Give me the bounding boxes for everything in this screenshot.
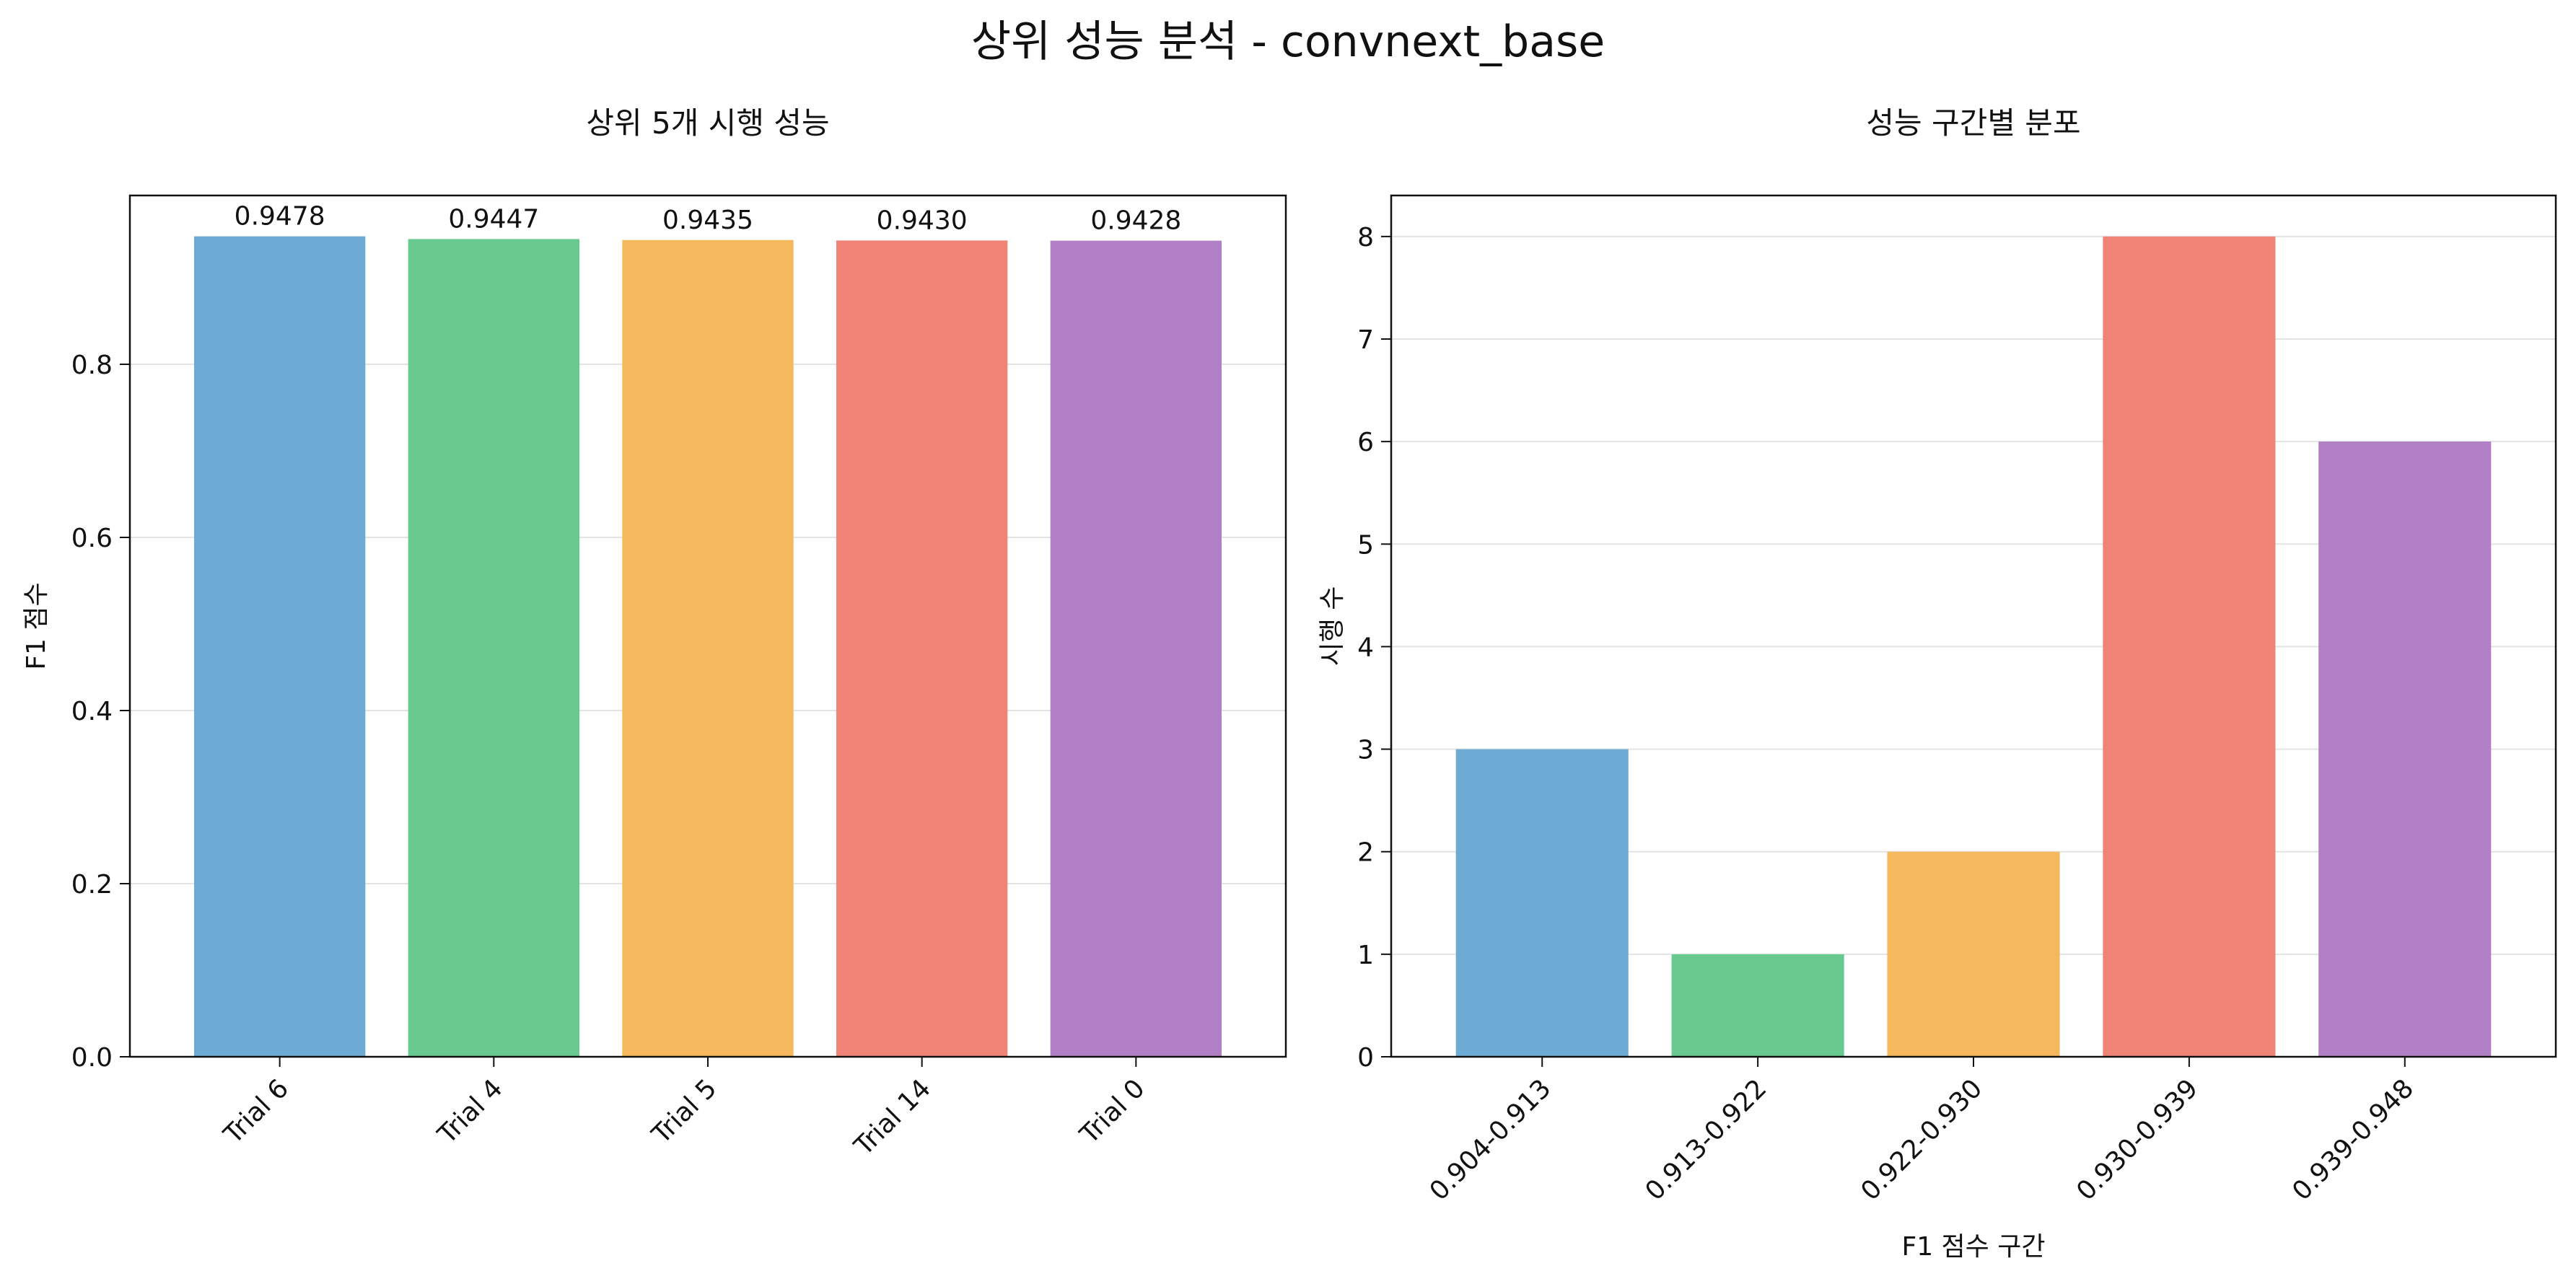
x-tick-label: Trial 0	[1074, 1073, 1151, 1150]
chart-title: 상위 5개 시행 성능	[586, 105, 829, 141]
x-tick-label: Trial 14	[849, 1073, 937, 1161]
x-tick-label: 0.939-0.948	[2287, 1073, 2419, 1206]
chart-score-distribution: 성능 구간별 분포 0.904-0.913 0.913-0.922 0.922-0.9…	[1318, 105, 2557, 1262]
bar	[622, 239, 794, 1057]
bar	[194, 236, 366, 1057]
y-tick-label: 8	[1357, 223, 1374, 252]
chart-title: 성능 구간별 분포	[1866, 105, 2080, 141]
bar	[1050, 240, 1222, 1057]
y-tick-label: 0.8	[71, 351, 113, 380]
y-tick-label: 7	[1357, 325, 1374, 355]
y-axis-label: 시행 수	[1318, 586, 1347, 667]
y-tick-label: 3	[1357, 736, 1374, 765]
y-tick-label: 0.6	[71, 524, 113, 553]
y-tick-label: 5	[1357, 530, 1374, 560]
chart-top-trials: 상위 5개 시행 성능 0.9478 Trial 6 0.9447 Trial 4 0.9…	[22, 105, 1287, 1162]
figure-title: 상위 성능 분석 - convnext_base	[971, 17, 1605, 67]
data-label: 0.9435	[662, 206, 753, 235]
data-label: 0.9447	[448, 204, 539, 234]
bar	[1455, 749, 1629, 1057]
bar	[1887, 851, 2060, 1057]
data-label: 0.9430	[877, 206, 968, 235]
bar	[836, 240, 1008, 1057]
bar	[2318, 441, 2492, 1057]
x-tick-label: Trial 6	[218, 1073, 294, 1150]
bar	[1671, 954, 1844, 1057]
axes-frame	[128, 194, 1287, 1058]
y-tick-label: 0.0	[71, 1043, 113, 1073]
data-label: 0.9478	[235, 202, 325, 232]
x-tick-label: 0.930-0.939	[2071, 1073, 2204, 1206]
bar	[2103, 236, 2276, 1057]
bar	[408, 239, 579, 1057]
x-tick-label: Trial 5	[646, 1073, 722, 1150]
x-tick-label: 0.922-0.930	[1855, 1073, 1988, 1206]
y-tick-label: 1	[1357, 941, 1374, 970]
y-tick-label: 0.4	[71, 697, 113, 726]
y-tick-label: 4	[1357, 633, 1374, 662]
y-tick-label: 6	[1357, 428, 1374, 457]
y-axis-label: F1 점수	[22, 582, 51, 669]
x-tick-label: Trial 4	[432, 1073, 509, 1150]
axes-frame	[1390, 194, 2557, 1058]
data-label: 0.9428	[1090, 206, 1181, 236]
x-tick-label: 0.913-0.922	[1640, 1073, 1773, 1206]
x-axis-label: F1 점수 구간	[1902, 1232, 2046, 1262]
y-tick-label: 0	[1357, 1043, 1374, 1073]
y-tick-label: 2	[1357, 838, 1374, 868]
y-tick-label: 0.2	[71, 870, 113, 900]
x-tick-label: 0.904-0.913	[1424, 1073, 1557, 1206]
